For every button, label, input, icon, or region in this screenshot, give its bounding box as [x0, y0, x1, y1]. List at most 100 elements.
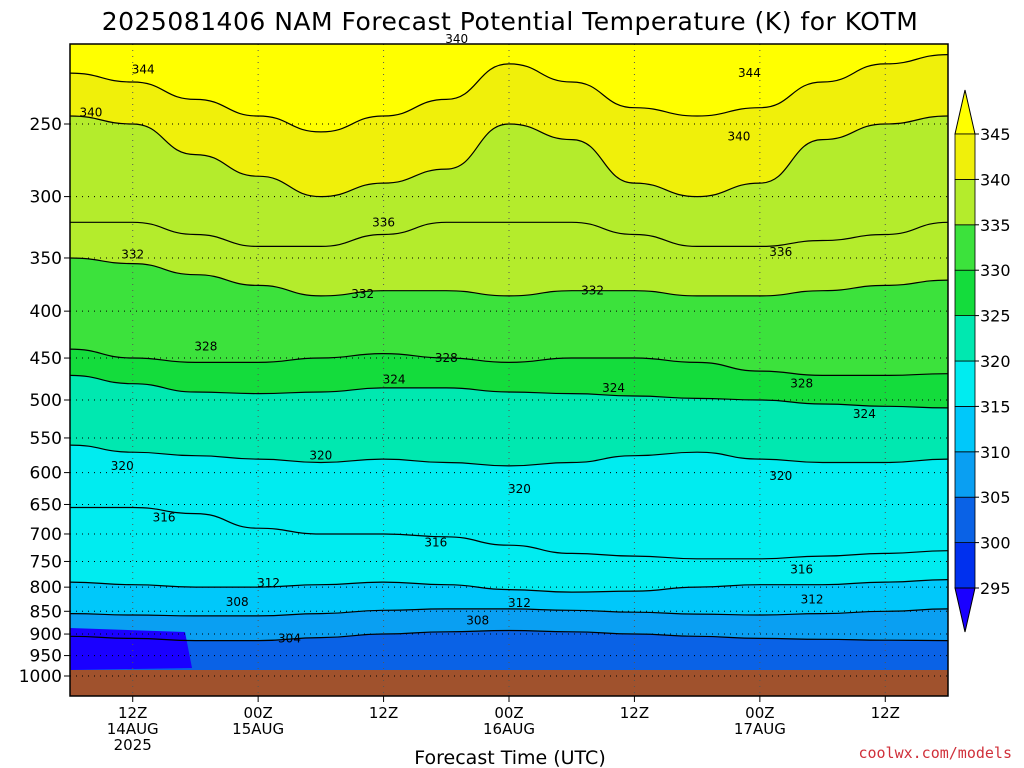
colorbar-bottom-arrow — [954, 587, 976, 633]
y-axis: 250 300 350 400 450 500 550 600 650 700 750 800 850 9… — [19, 115, 70, 687]
isentrope-312 — [70, 579, 948, 593]
y-tick-label: 400 — [30, 302, 62, 322]
isentrope-336 — [70, 221, 948, 248]
contour-label: 324 — [853, 407, 876, 421]
contour-label: 320 — [508, 482, 531, 496]
x-tick-label: 12Z — [620, 704, 649, 722]
x-tick-label: 00Z — [494, 704, 523, 722]
contour-label: 332 — [121, 248, 144, 262]
isentrope-344 — [70, 54, 948, 133]
x-tick-label: 2025 — [114, 736, 152, 754]
isentrope-320 — [70, 444, 948, 467]
x-tick-label: 12Z — [118, 704, 147, 722]
y-tick-label: 850 — [30, 602, 62, 622]
colorbar-segment — [954, 360, 976, 407]
contour-label: 320 — [769, 469, 792, 483]
contour-label: 316 — [424, 535, 447, 549]
x-tick-label: 15AUG — [232, 720, 284, 738]
contour-label: 308 — [466, 614, 489, 628]
isentropes — [70, 54, 948, 642]
contour-label: 312 — [508, 596, 531, 610]
credit-link[interactable]: coolwx.com/models — [858, 744, 1012, 762]
y-tick-label: 600 — [30, 464, 62, 484]
contour-label: 324 — [383, 373, 406, 387]
x-tick-label: 00Z — [745, 704, 774, 722]
colorbar-label: 340 — [980, 170, 1011, 189]
colorbar-segment — [954, 496, 976, 544]
contour-label: 336 — [372, 215, 395, 229]
contour-label: 312 — [801, 592, 824, 606]
y-tick-label: 1000 — [19, 667, 62, 687]
y-tick-label: 500 — [30, 391, 62, 411]
y-tick-label: 550 — [30, 429, 62, 449]
colorbar-segment — [954, 315, 976, 362]
colorbar-label: 305 — [980, 488, 1011, 507]
y-tick-label: 750 — [30, 552, 62, 572]
contour-label: 328 — [194, 339, 217, 353]
y-tick-label: 950 — [30, 647, 62, 667]
chart-title: 2025081406 NAM Forecast Potential Temper… — [102, 7, 919, 36]
colorbar-segment — [954, 224, 976, 271]
contour-label: 332 — [581, 284, 604, 298]
contour-label: 340 — [445, 32, 468, 46]
cold-pool — [70, 628, 192, 670]
contour-label: 332 — [351, 287, 374, 301]
contour-label: 344 — [132, 62, 155, 76]
contour-labels: 344 340 340 344 340 336 336 332 332 332 328 328 328 3… — [79, 32, 875, 645]
y-tick-label: 650 — [30, 495, 62, 515]
colorbar: 295 300 305 310 315 320 325 330 335 340 345 — [954, 89, 1011, 633]
colorbar-label: 320 — [980, 352, 1011, 371]
colorbar-segment — [954, 133, 976, 180]
x-tick-label: 16AUG — [483, 720, 535, 738]
colorbar-segment — [954, 542, 976, 589]
isentrope-304 — [70, 629, 948, 642]
x-axis-label: Forecast Time (UTC) — [414, 747, 605, 768]
contour-label: 320 — [111, 459, 134, 473]
contour-label: 316 — [790, 562, 813, 576]
colorbar-label: 345 — [980, 125, 1011, 144]
isentrope-340 — [70, 115, 948, 198]
isentrope-316 — [70, 506, 948, 560]
y-tick-label: 450 — [30, 349, 62, 369]
colorbar-top-arrow — [954, 89, 976, 135]
isentrope-328 — [70, 348, 948, 376]
y-tick-label: 300 — [30, 188, 62, 208]
grid — [70, 44, 948, 696]
x-tick-label: 14AUG — [107, 720, 159, 738]
x-tick-label: 17AUG — [734, 720, 786, 738]
contour-label: 308 — [226, 595, 249, 609]
colorbar-label: 335 — [980, 216, 1011, 235]
contour-label: 324 — [602, 381, 625, 395]
colorbar-label: 310 — [980, 443, 1011, 462]
colorbar-segment — [954, 269, 976, 317]
contour-label: 336 — [769, 245, 792, 259]
contour-label: 328 — [790, 377, 813, 391]
contour-label: 312 — [257, 576, 280, 590]
x-tick-label: 00Z — [243, 704, 272, 722]
colorbar-label: 315 — [980, 397, 1011, 416]
contour-label: 340 — [79, 106, 102, 120]
x-tick-label: 12Z — [369, 704, 398, 722]
y-tick-label: 350 — [30, 249, 62, 269]
colorbar-segment — [954, 178, 976, 226]
contour-label: 340 — [727, 130, 750, 144]
x-tick-label: 12Z — [871, 704, 900, 722]
contour-label: 320 — [309, 449, 332, 463]
isentrope-324 — [70, 374, 948, 409]
colorbar-segment — [954, 451, 976, 498]
colorbar-segment — [954, 405, 976, 453]
contour-label: 316 — [153, 511, 176, 525]
y-tick-label: 900 — [30, 625, 62, 645]
y-tick-label: 250 — [30, 115, 62, 135]
isentrope-308 — [70, 608, 948, 617]
contour-label: 328 — [435, 351, 458, 365]
colorbar-label: 325 — [980, 307, 1011, 326]
colorbar-label: 330 — [980, 261, 1011, 280]
y-tick-label: 700 — [30, 525, 62, 545]
colorbar-label: 300 — [980, 534, 1011, 553]
y-tick-label: 800 — [30, 578, 62, 598]
theta-fill — [70, 44, 948, 696]
isentrope-332 — [70, 257, 948, 297]
